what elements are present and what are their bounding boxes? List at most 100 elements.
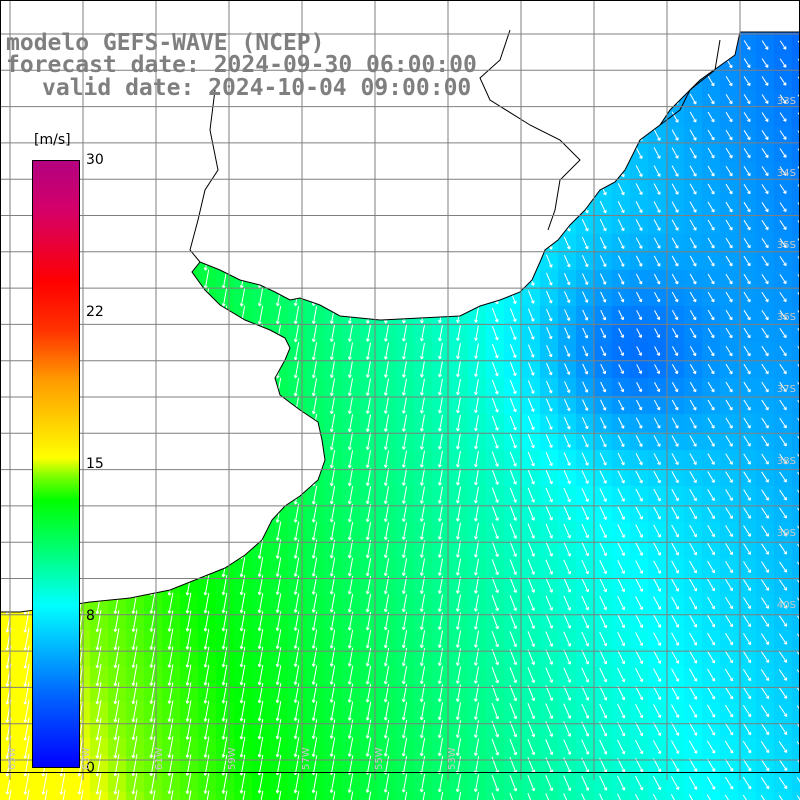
wind-arrow — [689, 668, 698, 682]
wind-arrow — [671, 417, 679, 429]
wind-arrow — [671, 488, 679, 502]
wind-arrow — [152, 790, 156, 800]
wind-speed-cell — [792, 720, 800, 739]
wind-speed-cell — [414, 756, 433, 775]
wind-arrow — [779, 130, 787, 140]
wind-arrow — [275, 701, 282, 722]
wind-arrow — [725, 183, 733, 195]
wind-arrow — [760, 633, 770, 645]
wind-speed-cell — [270, 594, 289, 613]
wind-speed-cell — [792, 378, 800, 397]
wind-arrow — [635, 165, 643, 178]
wind-arrow — [797, 274, 800, 279]
wind-speed-cell — [792, 558, 800, 577]
wind-arrow — [689, 129, 697, 141]
wind-arrow — [347, 468, 354, 487]
wind-speed-cell — [360, 666, 379, 685]
wind-arrow — [509, 487, 517, 503]
wind-arrow — [688, 722, 698, 736]
wind-speed-cell — [288, 684, 307, 703]
wind-arrow — [761, 255, 769, 267]
wind-speed-cell — [360, 522, 379, 541]
wind-arrow — [779, 435, 787, 447]
wind-speed-cell — [414, 738, 433, 757]
wind-arrow — [761, 291, 769, 303]
wind-speed-cell — [126, 630, 145, 649]
wind-arrow — [599, 273, 607, 285]
wind-arrow — [671, 399, 679, 411]
wind-speed-cell — [360, 774, 379, 793]
wind-arrow — [688, 758, 698, 772]
wind-speed-cell — [432, 414, 451, 433]
wind-arrow — [689, 219, 697, 231]
wind-speed-cell — [144, 594, 163, 613]
wind-arrow — [98, 789, 102, 800]
wind-speed-cell — [468, 378, 487, 397]
wind-arrow — [329, 432, 336, 451]
wind-arrow — [600, 363, 607, 375]
wind-arrow — [563, 272, 571, 286]
wind-speed-cell — [252, 648, 271, 667]
wind-arrow — [440, 791, 444, 800]
wind-arrow — [760, 651, 770, 663]
wind-speed-cell — [324, 450, 343, 469]
wind-arrow — [95, 663, 102, 687]
wind-arrow — [761, 273, 769, 285]
wind-speed-cell — [396, 396, 415, 415]
wind-arrow — [725, 273, 733, 285]
wind-speed-cell — [414, 468, 433, 487]
wind-arrow — [796, 777, 800, 783]
wind-arrow — [779, 381, 787, 393]
wind-arrow — [707, 255, 715, 267]
wind-arrow — [491, 630, 499, 648]
wind-arrow — [170, 790, 174, 800]
wind-speed-cell — [792, 594, 800, 613]
wind-arrow — [618, 291, 625, 303]
wind-arrow — [796, 651, 800, 657]
wind-arrow — [185, 610, 192, 632]
wind-arrow — [203, 772, 210, 794]
wind-arrow — [149, 772, 156, 795]
wind-arrow — [95, 610, 102, 633]
wind-arrow — [419, 558, 426, 576]
wind-arrow — [724, 722, 734, 736]
wind-arrow — [689, 632, 698, 646]
wind-speed-cell — [324, 342, 343, 361]
wind-speed-cell — [450, 414, 469, 433]
wind-arrow — [796, 795, 800, 800]
wind-arrow — [599, 793, 604, 800]
wind-arrow — [797, 597, 800, 603]
wind-arrow — [671, 255, 679, 267]
wind-speed-cell — [432, 630, 451, 649]
wind-speed-cell — [288, 504, 307, 523]
wind-arrow — [419, 540, 426, 558]
wind-speed-cell — [378, 504, 397, 523]
wind-speed-cell — [90, 684, 109, 703]
wind-arrow — [599, 506, 607, 520]
wind-arrow — [383, 450, 390, 468]
wind-arrow — [275, 305, 282, 325]
wind-arrow — [365, 701, 372, 721]
wind-speed-cell — [432, 486, 451, 505]
wind-arrow — [527, 649, 536, 665]
wind-arrow — [546, 326, 553, 340]
lat-label: 39S — [776, 528, 796, 539]
wind-arrow — [437, 522, 444, 540]
wind-arrow — [368, 791, 372, 800]
wind-speed-cell — [342, 432, 361, 451]
wind-arrow — [617, 506, 625, 520]
wind-arrow — [671, 273, 679, 285]
wind-speed-cell — [342, 612, 361, 631]
wind-speed-cell — [288, 522, 307, 541]
wind-arrow — [581, 523, 589, 539]
wind-arrow — [113, 664, 120, 687]
wind-arrow — [275, 772, 282, 794]
wind-arrow — [635, 632, 644, 647]
wind-speed-cell — [468, 486, 487, 505]
wind-speed-cell — [396, 666, 415, 685]
wind-arrow — [689, 650, 698, 664]
wind-arrow — [509, 415, 517, 431]
wind-speed-cell — [468, 468, 487, 487]
wind-speed-cell — [198, 612, 217, 631]
wind-arrow — [653, 488, 661, 502]
